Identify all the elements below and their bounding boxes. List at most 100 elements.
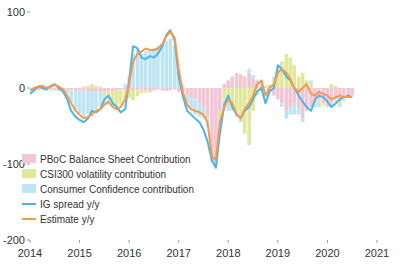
bar (227, 103, 231, 111)
bar (148, 91, 152, 93)
x-tick (327, 240, 328, 243)
legend-label: CSI300 volatility contribution (40, 169, 166, 180)
bar (309, 84, 313, 88)
bar (103, 88, 107, 93)
bar (169, 39, 173, 88)
x-tick (228, 240, 229, 243)
bar (131, 91, 135, 100)
bar (247, 73, 251, 88)
legend-label: IG spread y/y (40, 199, 99, 210)
bar (284, 111, 288, 119)
bar (65, 88, 69, 90)
bar (103, 93, 107, 97)
x-tick-label: 2020 (315, 247, 339, 259)
bar (346, 88, 350, 96)
y-tick (27, 88, 30, 89)
bar (165, 88, 169, 91)
bar (144, 52, 148, 88)
bar (230, 77, 234, 88)
bar (136, 90, 140, 96)
bar (243, 76, 247, 77)
bar (119, 88, 123, 89)
bar (198, 88, 202, 103)
bar (94, 88, 98, 93)
bar (111, 88, 115, 91)
bar (206, 88, 210, 118)
bar (86, 91, 90, 114)
bar (193, 88, 197, 99)
x-tick (30, 240, 31, 243)
bar (284, 88, 288, 111)
bar (140, 90, 144, 94)
bar (297, 77, 301, 88)
bar (334, 86, 338, 88)
line (30, 32, 352, 160)
bar (49, 90, 53, 92)
bar (235, 73, 239, 88)
plot-area (30, 30, 354, 168)
y-tick-label: 0 (19, 82, 25, 94)
bar (94, 93, 98, 110)
bar (297, 107, 301, 115)
x-tick-label: 2018 (216, 247, 240, 259)
bar (185, 88, 189, 89)
bar (326, 88, 330, 89)
bar (82, 92, 86, 119)
bar (280, 88, 284, 103)
bar (247, 69, 251, 73)
bar (82, 88, 86, 92)
bar (169, 88, 173, 90)
bar (131, 88, 135, 91)
bar (301, 118, 305, 122)
x-tick-label: 2021 (365, 247, 389, 259)
x-tick (277, 240, 278, 243)
bar (330, 84, 334, 88)
bar (280, 103, 284, 107)
bar (305, 80, 309, 81)
bar (177, 88, 181, 92)
bar (115, 88, 119, 90)
bar (173, 88, 177, 90)
bar (202, 88, 206, 107)
bar (342, 99, 346, 101)
bar (185, 88, 189, 96)
bar (86, 86, 90, 88)
bar (49, 88, 53, 90)
bar (189, 88, 193, 97)
x-tick-label: 2017 (166, 247, 190, 259)
bar (99, 86, 103, 88)
bar (82, 86, 86, 88)
chart: -200-10001002014201520162017201820192020… (0, 0, 407, 266)
legend-swatch (22, 218, 36, 220)
bar (247, 88, 251, 145)
legend-swatch (22, 154, 36, 163)
legend-swatch (22, 184, 36, 193)
bar (148, 88, 152, 91)
bar (288, 107, 292, 115)
bar (350, 88, 354, 96)
bar (198, 103, 202, 117)
bar (350, 88, 354, 89)
x-tick-label: 2016 (117, 247, 141, 259)
legend-label: PBoC Balance Sheet Contribution (40, 154, 191, 165)
bar (156, 88, 160, 90)
bar (326, 88, 330, 89)
bar (53, 88, 57, 90)
bar (251, 79, 255, 88)
bar (90, 92, 94, 111)
bar (53, 88, 57, 89)
x-tick-label: 2014 (18, 247, 42, 259)
y-tick-label: -100 (3, 158, 25, 170)
legend-swatch (22, 203, 36, 205)
x-tick (79, 240, 80, 243)
bar (107, 88, 111, 92)
bar (227, 80, 231, 88)
bar (223, 84, 227, 88)
bar (90, 88, 94, 92)
bar (99, 88, 103, 92)
x-tick (377, 240, 378, 243)
x-tick (178, 240, 179, 243)
bar (161, 88, 165, 90)
bar (78, 88, 82, 90)
bar (74, 88, 78, 89)
